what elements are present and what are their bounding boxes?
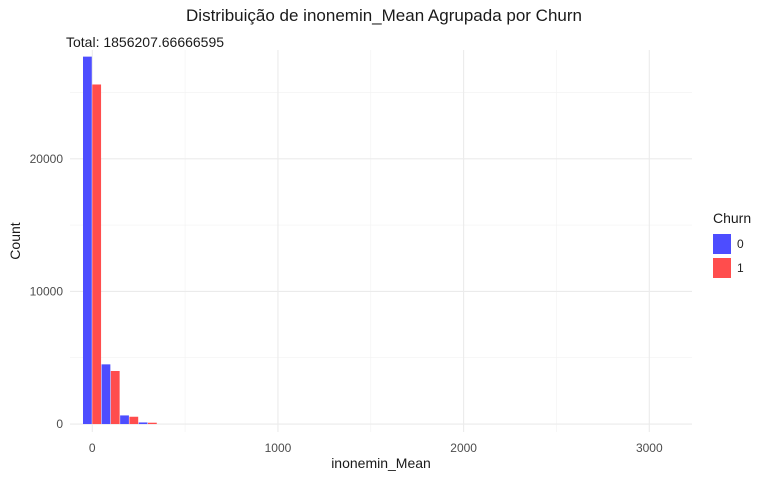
y-tick-label: 0 (56, 417, 63, 431)
x-axis-label: inonemin_Mean (331, 455, 431, 471)
bar-series-0 (82, 56, 92, 425)
x-tick-label: 0 (89, 441, 96, 455)
legend-label-0: 0 (737, 237, 744, 251)
legend-label-1: 1 (737, 261, 744, 275)
bar-series-0 (101, 364, 111, 425)
bar-series-1 (92, 84, 102, 425)
bar-series-0 (120, 415, 129, 425)
legend-swatch-1 (713, 258, 731, 278)
bar-series-0 (138, 422, 148, 425)
bar-series-1 (147, 422, 157, 425)
bar-series-1 (110, 370, 120, 425)
x-tick-label: 3000 (636, 441, 663, 455)
x-tick-label: 2000 (450, 441, 477, 455)
legend-item-1: 1 (713, 256, 751, 280)
legend-title: Churn (713, 210, 752, 226)
y-tick-label: 20000 (30, 152, 64, 166)
legend: Churn 0 1 (713, 210, 751, 280)
legend-swatch-0 (713, 234, 731, 254)
y-axis-label: Count (7, 222, 23, 259)
chart-subtitle: Total: 1856207.66666595 (66, 34, 225, 50)
bar-series-1 (129, 416, 139, 425)
chart-title: Distribuição de inonemin_Mean Agrupada p… (186, 6, 582, 25)
x-tick-label: 1000 (265, 441, 292, 455)
y-tick-label: 10000 (30, 284, 64, 298)
legend-item-0: 0 (713, 232, 751, 256)
